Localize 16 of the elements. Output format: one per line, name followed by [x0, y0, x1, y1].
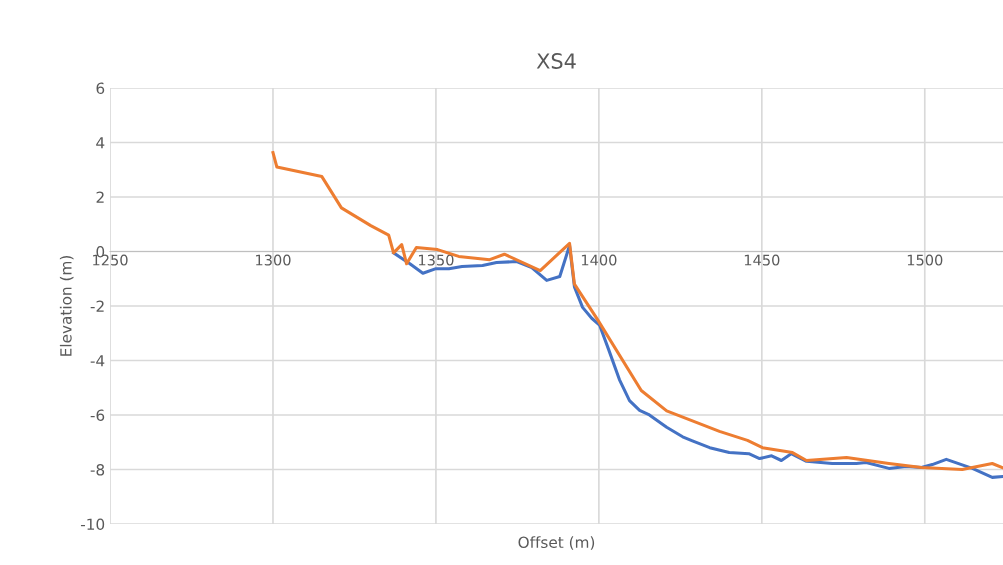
y-tick-label: -10 — [80, 518, 105, 530]
y-tick-label: 4 — [96, 137, 105, 149]
y-tick-label: -4 — [90, 355, 105, 367]
x-tick-label: 1350 — [418, 254, 454, 266]
x-tick-label: 1300 — [256, 254, 291, 266]
y-tick-label: 2 — [96, 191, 104, 203]
chart-title: XS4 — [536, 53, 576, 69]
x-tick-label: 1500 — [907, 254, 943, 266]
y-tick-label: -6 — [90, 409, 105, 422]
x-tick-label: 1400 — [581, 254, 617, 266]
y-tick-label: -8 — [90, 463, 105, 476]
y-tick-label: -2 — [90, 300, 104, 312]
x-axis-title: Offset (m) — [518, 536, 595, 550]
y-axis-title: Elevation (m) — [59, 256, 74, 356]
y-tick-label: 6 — [96, 82, 105, 95]
x-tick-label: 1450 — [744, 254, 780, 266]
